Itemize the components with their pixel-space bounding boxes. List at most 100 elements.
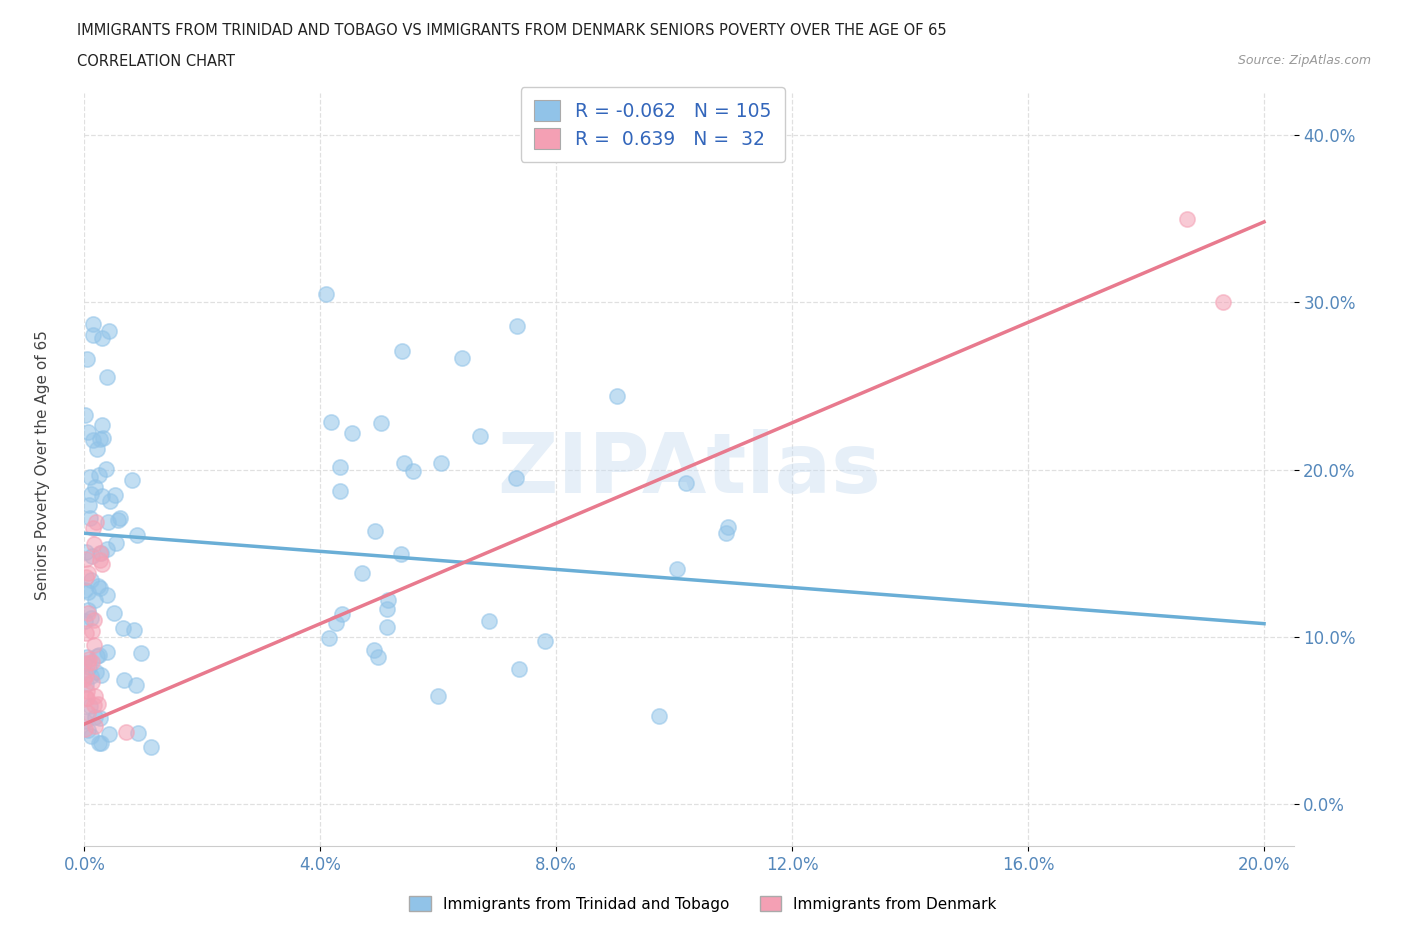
Point (76, 603, 98, 618)
Point (77, 584, 100, 599)
Point (76, 649, 98, 664)
Point (83, 537, 105, 551)
Point (714, 526, 737, 541)
Point (75, 570, 97, 585)
Point (77, 498, 100, 512)
Text: CORRELATION CHART: CORRELATION CHART (77, 54, 235, 69)
Point (73, 722, 96, 737)
Point (91, 556, 114, 571)
Point (80, 548, 103, 563)
Point (80, 669, 103, 684)
Point (96, 588, 118, 603)
Text: IMMIGRANTS FROM TRINIDAD AND TOBAGO VS IMMIGRANTS FROM DENMARK SENIORS POVERTY O: IMMIGRANTS FROM TRINIDAD AND TOBAGO VS I… (77, 23, 948, 38)
Point (75, 407, 97, 422)
Point (80, 655, 103, 670)
Point (73, 713, 96, 728)
Point (84, 515, 107, 530)
Point (125, 677, 148, 692)
Point (96, 370, 118, 385)
Point (73, 614, 96, 629)
Point (318, 631, 340, 645)
Point (1175, 211, 1198, 226)
Point (129, 645, 152, 660)
Point (94, 461, 117, 476)
Point (402, 463, 425, 478)
Legend: R = -0.062   N = 105, R =  0.639   N =  32: R = -0.062 N = 105, R = 0.639 N = 32 (520, 87, 785, 162)
Point (83, 718, 105, 733)
Point (121, 472, 143, 487)
Point (75, 668, 97, 683)
Point (533, 633, 555, 648)
Point (83, 637, 105, 652)
Point (606, 389, 628, 404)
Point (367, 649, 389, 664)
Point (104, 487, 127, 502)
Point (325, 616, 347, 631)
Point (394, 456, 416, 471)
Point (87, 578, 110, 593)
Point (82, 327, 104, 342)
Point (89, 432, 111, 446)
Point (103, 606, 125, 621)
Point (332, 606, 354, 621)
Point (83, 698, 105, 712)
Point (1212, 295, 1234, 310)
Point (97, 515, 120, 530)
Point (79, 698, 101, 713)
Point (122, 622, 145, 637)
Point (77, 705, 100, 720)
Point (98, 493, 121, 508)
Point (82, 521, 104, 536)
Point (80, 611, 103, 626)
Point (77, 659, 100, 674)
Point (76, 656, 98, 671)
Point (389, 547, 412, 562)
Point (89, 668, 111, 683)
Point (80, 486, 103, 501)
Point (79, 469, 101, 484)
Point (75, 544, 97, 559)
Point (83, 613, 105, 628)
Point (430, 456, 453, 471)
Point (75, 551, 97, 566)
Point (370, 416, 392, 431)
Point (76, 684, 98, 698)
Point (80, 572, 103, 587)
Point (75, 625, 97, 640)
Point (139, 740, 162, 755)
Point (666, 562, 689, 577)
Point (470, 428, 492, 443)
Point (82, 432, 104, 447)
Point (73, 583, 96, 598)
Point (73, 656, 96, 671)
Point (80, 728, 103, 743)
Point (364, 523, 387, 538)
Point (79, 651, 101, 666)
Point (75, 677, 97, 692)
Point (91, 488, 114, 503)
Point (391, 344, 413, 359)
Point (75, 691, 97, 706)
Point (91, 330, 114, 345)
Text: Seniors Poverty Over the Age of 65: Seniors Poverty Over the Age of 65 (35, 330, 49, 600)
Legend: Immigrants from Trinidad and Tobago, Immigrants from Denmark: Immigrants from Trinidad and Tobago, Imm… (404, 890, 1002, 918)
Point (108, 511, 131, 525)
Point (89, 735, 111, 750)
Point (451, 351, 474, 365)
Point (84, 689, 107, 704)
Point (321, 415, 343, 430)
Point (648, 708, 671, 723)
Point (77, 424, 100, 439)
Point (315, 286, 337, 301)
Point (375, 601, 398, 616)
Point (89, 552, 111, 567)
Point (115, 725, 138, 740)
Point (73, 671, 96, 686)
Point (506, 318, 529, 333)
Point (352, 565, 374, 580)
Point (90, 418, 112, 432)
Point (91, 431, 114, 445)
Point (505, 471, 527, 485)
Point (127, 527, 149, 542)
Point (98, 727, 121, 742)
